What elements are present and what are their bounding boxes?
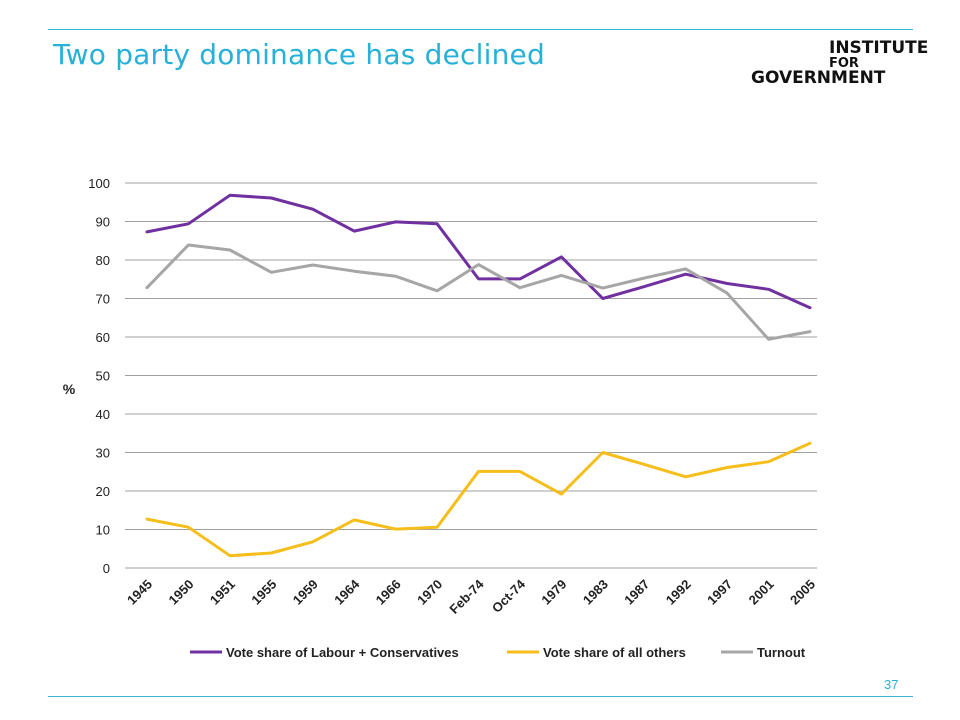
x-tick-label: 2001 — [746, 577, 777, 608]
slide-number: 37 — [884, 677, 899, 692]
y-tick-label: 10 — [96, 523, 110, 538]
x-tick-label: 1987 — [621, 577, 652, 608]
series-line-1 — [145, 193, 812, 310]
y-tick-label: 70 — [96, 292, 110, 307]
legend-label-3: Turnout — [757, 645, 806, 660]
bottom-rule — [48, 696, 913, 697]
y-tick-label: 80 — [96, 253, 110, 268]
x-tick-label: 1945 — [124, 577, 155, 608]
y-tick-label: 100 — [88, 176, 110, 191]
x-tick-label: Feb-74 — [446, 576, 487, 617]
x-tick-label: 2005 — [787, 577, 818, 608]
y-tick-label: 30 — [96, 446, 110, 461]
y-tick-label: 0 — [103, 561, 110, 576]
y-tick-label: 60 — [96, 330, 110, 345]
y-tick-label: 50 — [96, 369, 110, 384]
x-tick-label: 1959 — [290, 577, 321, 608]
series-line-3 — [145, 243, 812, 341]
series-line-2 — [145, 441, 812, 558]
legend-label-2: Vote share of all others — [543, 645, 686, 660]
y-axis-label: % — [63, 381, 76, 397]
x-tick-label: 1983 — [580, 577, 611, 608]
x-tick-label: Oct-74 — [489, 576, 529, 616]
x-tick-label: 1955 — [248, 577, 279, 608]
logo-line-1: INSTITUTE — [829, 38, 929, 58]
y-tick-label: 40 — [96, 407, 110, 422]
y-tick-label: 20 — [96, 484, 110, 499]
legend-label-1: Vote share of Labour + Conservatives — [226, 645, 459, 660]
slide-title: Two party dominance has declined — [53, 38, 545, 71]
x-tick-label: 1997 — [704, 577, 735, 608]
x-tick-label: 1979 — [538, 577, 569, 608]
top-rule — [48, 29, 913, 30]
x-tick-label: 1950 — [166, 577, 197, 608]
y-tick-label: 90 — [96, 215, 110, 230]
x-tick-label: 1970 — [414, 577, 445, 608]
logo-line-2: FOR — [829, 56, 859, 71]
x-tick-label: 1964 — [331, 576, 363, 608]
x-tick-label: 1966 — [373, 577, 404, 608]
x-tick-label: 1951 — [207, 577, 238, 608]
x-tick-label: 1992 — [663, 577, 694, 608]
logo-line-3: GOVERNMENT — [751, 68, 886, 88]
